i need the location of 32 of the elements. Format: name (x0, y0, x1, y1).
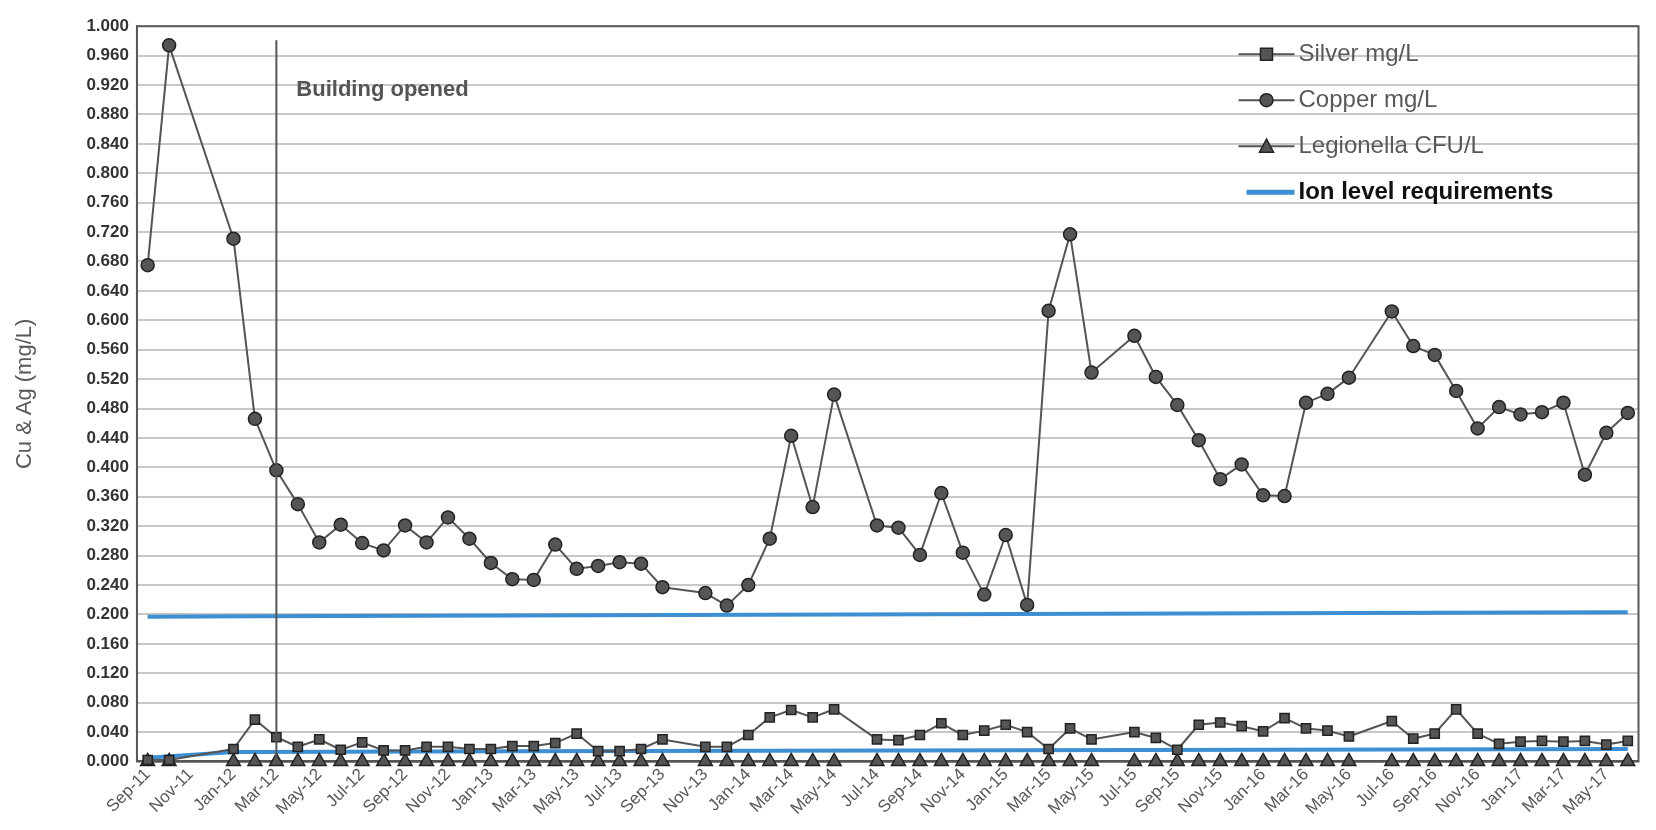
y-tick-label: 0.600 (86, 310, 129, 329)
y-tick-label: 0.640 (86, 280, 129, 300)
y-tick-label: 0.120 (86, 662, 129, 682)
y-tick-label: 1.000 (86, 15, 129, 35)
y-tick-label: 0.960 (86, 45, 129, 65)
y-tick-label: 0.240 (86, 574, 129, 594)
y-tick-label: 0.440 (86, 427, 129, 447)
legend-label: Ion level requirements (1298, 176, 1554, 204)
y-tick-label: 0.080 (86, 692, 129, 712)
y-tick-label: 0.680 (86, 251, 129, 271)
y-tick-label: 0.800 (86, 162, 129, 182)
y-tick-label: 0.400 (86, 457, 129, 477)
legend-label: Silver mg/L (1298, 38, 1419, 66)
y-tick-label: 0.560 (86, 339, 129, 359)
y-tick-label: 0.760 (86, 192, 129, 212)
y-tick-label: 0.360 (86, 486, 129, 506)
y-axis-title: Cu & Ag (mg/L) (11, 318, 37, 470)
y-tick-label: 0.840 (86, 133, 129, 153)
y-tick-label: 0.720 (86, 221, 129, 241)
y-tick-label: 0.160 (86, 633, 129, 653)
y-tick-label: 0.200 (86, 604, 129, 624)
y-tick-label: 0.280 (86, 545, 129, 565)
y-tick-label: 0.880 (86, 104, 129, 124)
y-tick-label: 0.480 (86, 398, 129, 418)
ref-line-label: Building opened (296, 76, 469, 102)
y-tick-label: 0.920 (86, 74, 129, 94)
y-tick-label: 0.000 (86, 751, 129, 771)
y-tick-label: 0.040 (86, 721, 129, 741)
legend-label: Copper mg/L (1298, 84, 1438, 112)
legend-label: Legionella CFU/L (1298, 130, 1484, 158)
y-tick-label: 0.520 (86, 368, 129, 388)
y-tick-label: 0.320 (86, 515, 129, 535)
